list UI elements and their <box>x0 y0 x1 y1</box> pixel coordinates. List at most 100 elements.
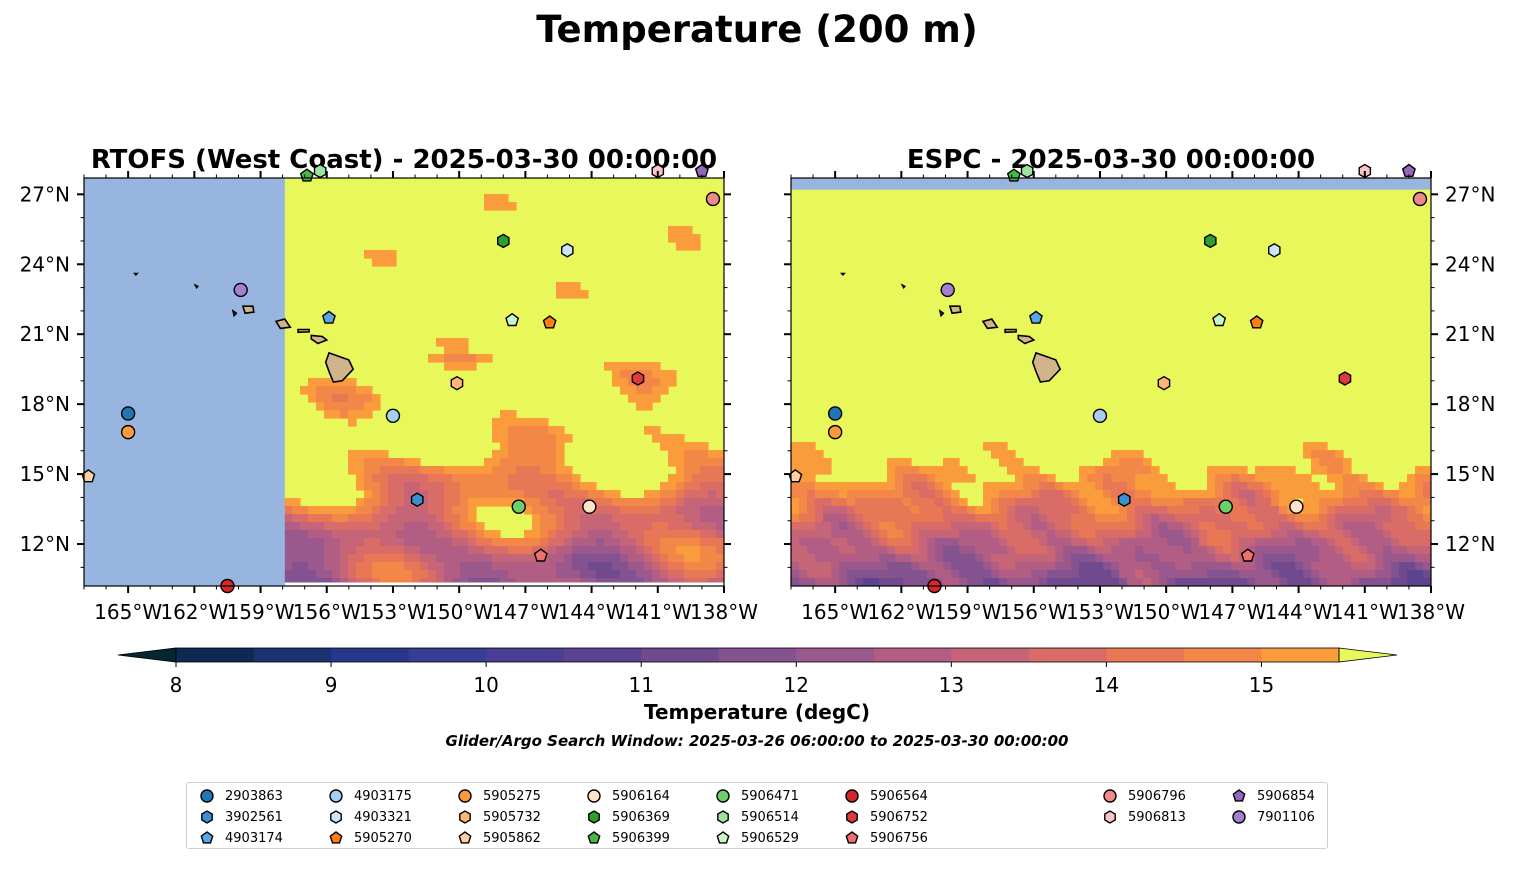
colorbar-tick-label: 11 <box>628 673 653 697</box>
island-landmass <box>310 334 329 345</box>
legend-label: 5906471 <box>741 788 799 804</box>
island-landmass <box>1031 351 1062 383</box>
float-marker-5906756 <box>1240 548 1255 562</box>
island-landmass <box>938 309 945 318</box>
float-marker-5906529 <box>1212 312 1227 327</box>
island-landmass <box>132 272 139 276</box>
legend-item-5906399: 5906399 <box>586 830 670 846</box>
float-marker-5905275 <box>120 424 136 440</box>
float-marker-5906471 <box>511 499 526 514</box>
colorbar-tick-label: 12 <box>784 673 809 697</box>
legend-label: 5906813 <box>1128 809 1186 825</box>
colorbar-bin <box>1261 648 1340 662</box>
y-tick-label: 15°N <box>1445 462 1495 486</box>
y-tick-label: 27°N <box>20 182 70 206</box>
legend-item-5906164: 5906164 <box>586 788 670 804</box>
legend-item-5906514: 5906514 <box>715 809 799 825</box>
float-marker-5906756 <box>533 548 548 562</box>
pentagon-marker-icon <box>200 831 214 844</box>
float-marker-5906164 <box>582 499 597 514</box>
legend-label: 5906752 <box>870 809 928 825</box>
float-legend: 2903863 3902561 4903174 4903175 4903321 59052… <box>186 782 1328 849</box>
hexagon-marker-icon <box>1104 810 1116 824</box>
float-marker-4903174 <box>1028 310 1043 324</box>
pentagon-marker-icon <box>329 831 343 844</box>
legend-item-5906471: 5906471 <box>715 788 799 804</box>
y-tick-label: 21°N <box>20 322 70 346</box>
circle-marker-icon <box>200 789 214 803</box>
legend-label: 5905270 <box>354 830 412 846</box>
island-landmass <box>324 351 355 383</box>
y-tick-label: 24°N <box>20 252 70 276</box>
x-tick-label: 159°W <box>227 600 295 624</box>
hexagon-marker-icon <box>330 810 342 824</box>
espc-map-panel: ESPC - 2025-03-30 00:00:00 165°W162°W159… <box>784 145 1495 624</box>
pentagon-marker-icon <box>716 831 730 844</box>
legend-label: 4903174 <box>225 830 283 846</box>
legend-item-5905732: 5905732 <box>457 809 541 825</box>
legend-label: 5906399 <box>612 830 670 846</box>
circle-marker-icon <box>845 789 859 803</box>
figure-title: Temperature (200 m) <box>536 8 978 51</box>
legend-label: 7901106 <box>1257 809 1315 825</box>
colorbar-bin <box>873 648 952 662</box>
float-marker-2903863 <box>827 406 843 421</box>
circle-marker-icon <box>458 789 472 803</box>
x-tick-label: 165°W <box>94 600 162 624</box>
colorbar-bin <box>408 648 487 662</box>
legend-item-2903863: 2903863 <box>199 788 283 804</box>
no-data-region <box>791 178 1431 190</box>
island-landmass <box>231 309 238 318</box>
float-marker-5906164 <box>1289 499 1304 514</box>
float-marker-2903863 <box>120 406 136 421</box>
y-tick-label: 24°N <box>1445 252 1495 276</box>
x-tick-label: 150°W <box>1132 600 1200 624</box>
temperature-field <box>791 178 1431 586</box>
x-tick-label: 144°W <box>558 600 626 624</box>
map-frame <box>790 177 1432 587</box>
x-tick-label: 141°W <box>624 600 692 624</box>
legend-item-5905862: 5905862 <box>457 830 541 846</box>
legend-item-5906756: 5906756 <box>844 830 928 846</box>
float-marker-5906514 <box>313 163 327 179</box>
legend-label: 5905275 <box>483 788 541 804</box>
legend-label: 5906854 <box>1257 788 1315 804</box>
legend-label: 2903863 <box>225 788 283 804</box>
x-tick-label: 138°W <box>690 600 758 624</box>
colorbar-tick-label: 13 <box>939 673 964 697</box>
legend-item-5906752: 5906752 <box>844 809 928 825</box>
float-marker-4903321 <box>1267 242 1281 258</box>
legend-label: 5905862 <box>483 830 541 846</box>
pentagon-marker-icon <box>458 831 472 844</box>
float-marker-5906752 <box>1338 371 1352 386</box>
float-marker-5906471 <box>1218 499 1233 514</box>
search-window-caption: Glider/Argo Search Window: 2025-03-26 06… <box>446 732 1069 750</box>
x-tick-label: 159°W <box>934 600 1002 624</box>
y-tick-label: 18°N <box>20 392 70 416</box>
y-tick-label: 21°N <box>1445 322 1495 346</box>
colorbar-label: Temperature (degC) <box>644 700 870 724</box>
legend-item-3902561: 3902561 <box>199 809 283 825</box>
float-marker-5905275 <box>827 424 843 440</box>
legend-item-5905270: 5905270 <box>328 830 412 846</box>
colorbar-bin <box>331 648 410 662</box>
island-landmass <box>274 318 292 330</box>
legend-label: 5906796 <box>1128 788 1186 804</box>
float-marker-5906796 <box>1412 191 1428 207</box>
x-tick-label: 147°W <box>491 600 559 624</box>
hexagon-marker-icon <box>717 810 729 824</box>
y-tick-label: 12°N <box>20 532 70 556</box>
pentagon-marker-icon <box>587 831 601 844</box>
map-axes: 165°W162°W159°W156°W153°W150°W147°W144°W… <box>784 171 1495 624</box>
x-tick-label: 162°W <box>160 600 228 624</box>
hexagon-marker-icon <box>588 810 600 824</box>
colorbar-bin <box>641 648 720 662</box>
island-landmass <box>839 272 846 276</box>
x-tick-label: 150°W <box>425 600 493 624</box>
no-data-region <box>84 178 285 586</box>
circle-marker-icon <box>587 789 601 803</box>
island-landmass <box>900 283 906 289</box>
x-tick-label: 144°W <box>1265 600 1333 624</box>
x-tick-label: 153°W <box>359 600 427 624</box>
circle-marker-icon <box>716 789 730 803</box>
